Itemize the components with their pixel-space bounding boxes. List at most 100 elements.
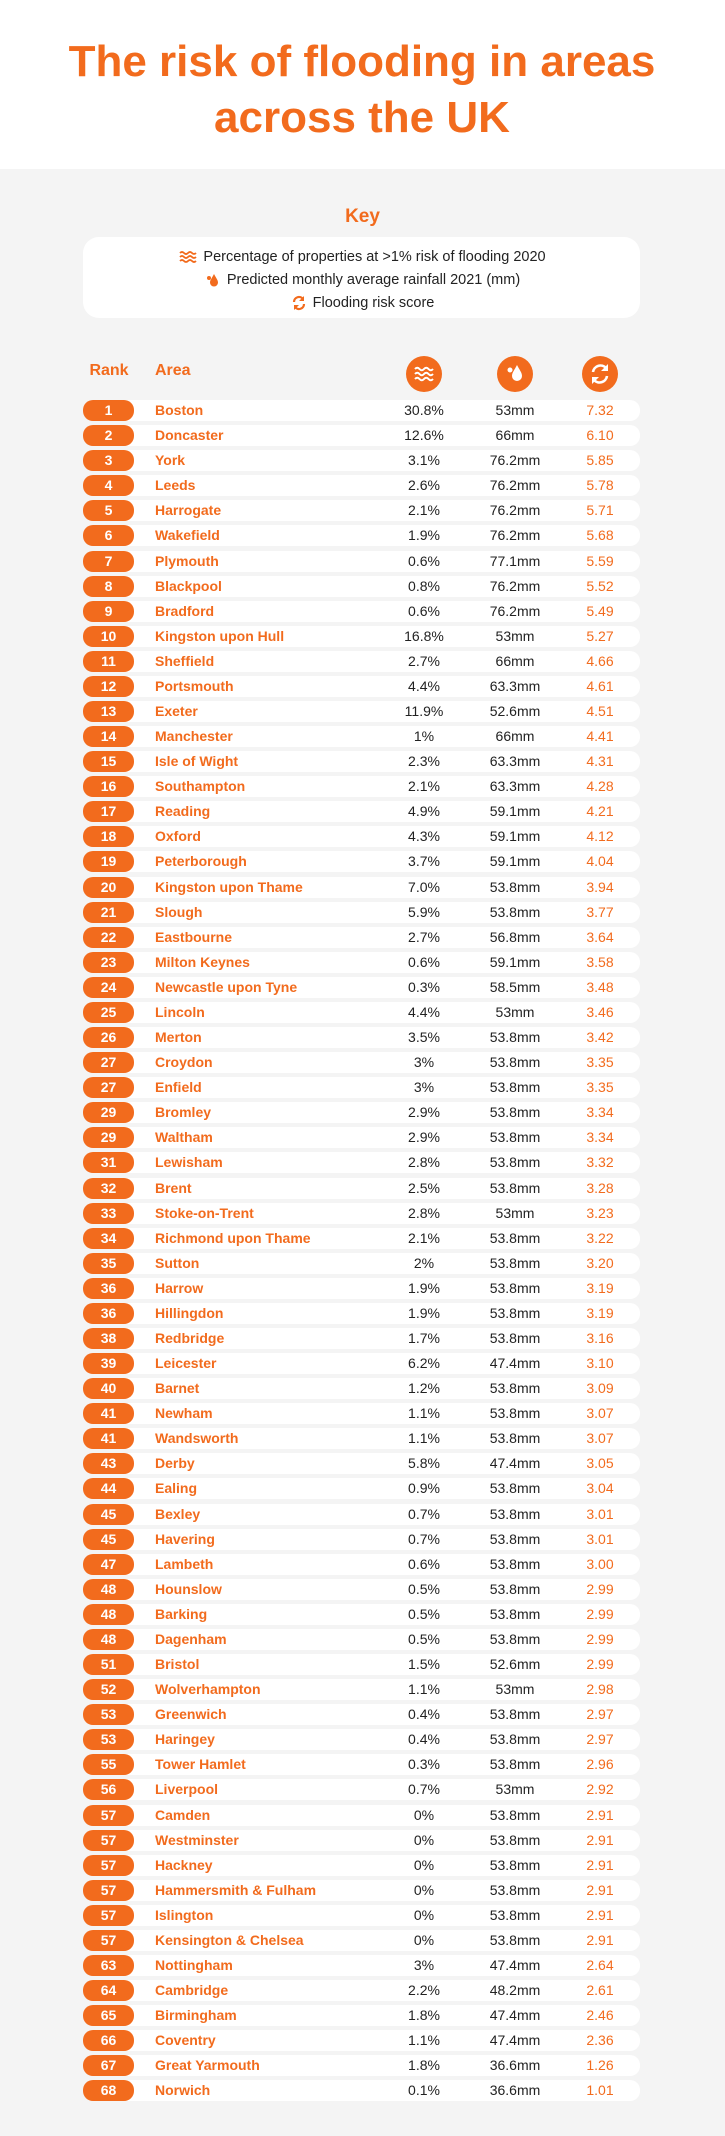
row-background — [83, 500, 640, 522]
area: Ealing — [155, 1480, 198, 1497]
flood-percentage: 1.1% — [408, 2032, 440, 2049]
flood-percentage: 2.3% — [408, 753, 440, 770]
risk-score: 2.91 — [586, 1831, 614, 1848]
rank: 1 — [83, 400, 134, 421]
risk-score: 2.92 — [586, 1781, 614, 1798]
risk-score: 2.96 — [586, 1756, 614, 1773]
rainfall: 53.8mm — [489, 1831, 541, 1848]
risk-score: 1.01 — [586, 2082, 614, 2099]
risk-score: 5.85 — [586, 452, 614, 469]
row-background — [83, 1879, 640, 1901]
row-background — [83, 1754, 640, 1776]
flood-percentage: 2.8% — [408, 1204, 440, 1221]
area: Barking — [155, 1605, 208, 1622]
rank: 12 — [83, 675, 134, 697]
row-background — [83, 2055, 640, 2077]
rainfall: 52.6mm — [489, 1656, 541, 1672]
row-background — [83, 1102, 640, 1124]
risk-score: 5.49 — [586, 602, 614, 619]
rainfall: 76.2mm — [489, 502, 541, 519]
rank: 32 — [83, 1177, 134, 1199]
flood-percentage: 2.2% — [408, 1982, 440, 1998]
risk-score: 3.20 — [586, 1254, 614, 1271]
flood-percentage: 0.6% — [408, 953, 440, 970]
refresh-header-icon — [582, 356, 618, 392]
flood-percentage: 1.1% — [408, 1681, 440, 1698]
rank: 26 — [83, 1027, 134, 1048]
risk-score: 2.36 — [586, 2032, 614, 2049]
risk-score: 3.04 — [586, 1480, 614, 1497]
risk-score: 3.19 — [586, 1304, 614, 1321]
flood-percentage: 1.5% — [408, 1656, 440, 1672]
rainfall: 53.8mm — [489, 1330, 541, 1346]
rank: 35 — [83, 1252, 134, 1274]
key-item: Flooding risk score — [0, 295, 725, 311]
area: Wolverhampton — [155, 1681, 261, 1698]
flood-percentage: 3% — [413, 1079, 435, 1096]
risk-score: 4.12 — [586, 828, 614, 845]
flood-percentage: 0% — [413, 1931, 435, 1948]
key-title: Key — [345, 206, 380, 227]
risk-score: 2.91 — [586, 1856, 614, 1873]
rainfall: 53.8mm — [489, 1555, 541, 1572]
rank: 5 — [83, 500, 134, 522]
rainfall: 36.6mm — [489, 2057, 541, 2074]
flood-percentage: 12.6% — [404, 427, 444, 444]
area: Tower Hamlet — [155, 1756, 246, 1773]
rank: 2 — [83, 425, 134, 447]
row-background — [83, 1378, 640, 1400]
area: Wandsworth — [155, 1430, 239, 1447]
risk-score: 3.35 — [586, 1079, 614, 1096]
row-background — [83, 1729, 640, 1751]
rainfall: 66mm — [495, 728, 535, 744]
flood-percentage: 16.8% — [404, 627, 444, 644]
rank: 55 — [83, 1754, 134, 1776]
risk-score: 5.27 — [586, 627, 614, 644]
area: Oxford — [155, 828, 201, 845]
row-background — [83, 425, 640, 447]
row-background — [83, 1829, 640, 1851]
row-background — [83, 625, 640, 647]
area: Bexley — [155, 1505, 201, 1522]
row-background — [83, 650, 640, 672]
area-header: Area — [155, 362, 191, 379]
area: Dagenham — [155, 1630, 227, 1647]
flood-percentage: 2% — [413, 1254, 435, 1271]
area: Havering — [155, 1530, 215, 1547]
rainfall: 53mm — [495, 1681, 535, 1698]
risk-score: 4.31 — [586, 753, 614, 770]
waves-header-icon — [406, 356, 442, 392]
area: Plymouth — [155, 552, 219, 569]
rank: 4 — [83, 475, 134, 497]
rank: 40 — [83, 1378, 134, 1400]
rank: 27 — [83, 1052, 134, 1074]
risk-score: 3.46 — [586, 1003, 614, 1020]
rainfall: 59.1mm — [489, 803, 541, 820]
flood-percentage: 1.9% — [408, 527, 440, 544]
flood-percentage: 0.6% — [408, 602, 440, 619]
area: Bristol — [155, 1656, 200, 1672]
flood-percentage: 4.3% — [408, 828, 440, 845]
area: Peterborough — [155, 853, 247, 870]
area: Eastbourne — [155, 928, 233, 945]
risk-score: 3.34 — [586, 1104, 614, 1121]
area: Westminster — [155, 1831, 239, 1848]
flood-percentage: 3% — [413, 1957, 435, 1973]
risk-score: 3.34 — [586, 1129, 614, 1146]
rank: 68 — [83, 2080, 134, 2102]
area: Camden — [155, 1806, 211, 1823]
risk-score: 4.21 — [586, 803, 614, 820]
rainfall: 53.8mm — [489, 1580, 541, 1597]
key-item: Predicted monthly average rainfall 2021 … — [0, 272, 725, 288]
row-background — [83, 801, 640, 823]
flood-percentage: 2.7% — [408, 652, 440, 669]
rank: 36 — [83, 1277, 134, 1299]
row-background — [83, 1553, 640, 1575]
row-background — [83, 400, 640, 421]
rainfall: 53.8mm — [489, 1881, 541, 1898]
flood-percentage: 0% — [413, 1856, 435, 1873]
rainfall: 47.4mm — [489, 2007, 541, 2024]
row-background — [83, 550, 640, 572]
flood-percentage: 1.7% — [408, 1330, 440, 1346]
rank: 64 — [83, 1980, 134, 2001]
